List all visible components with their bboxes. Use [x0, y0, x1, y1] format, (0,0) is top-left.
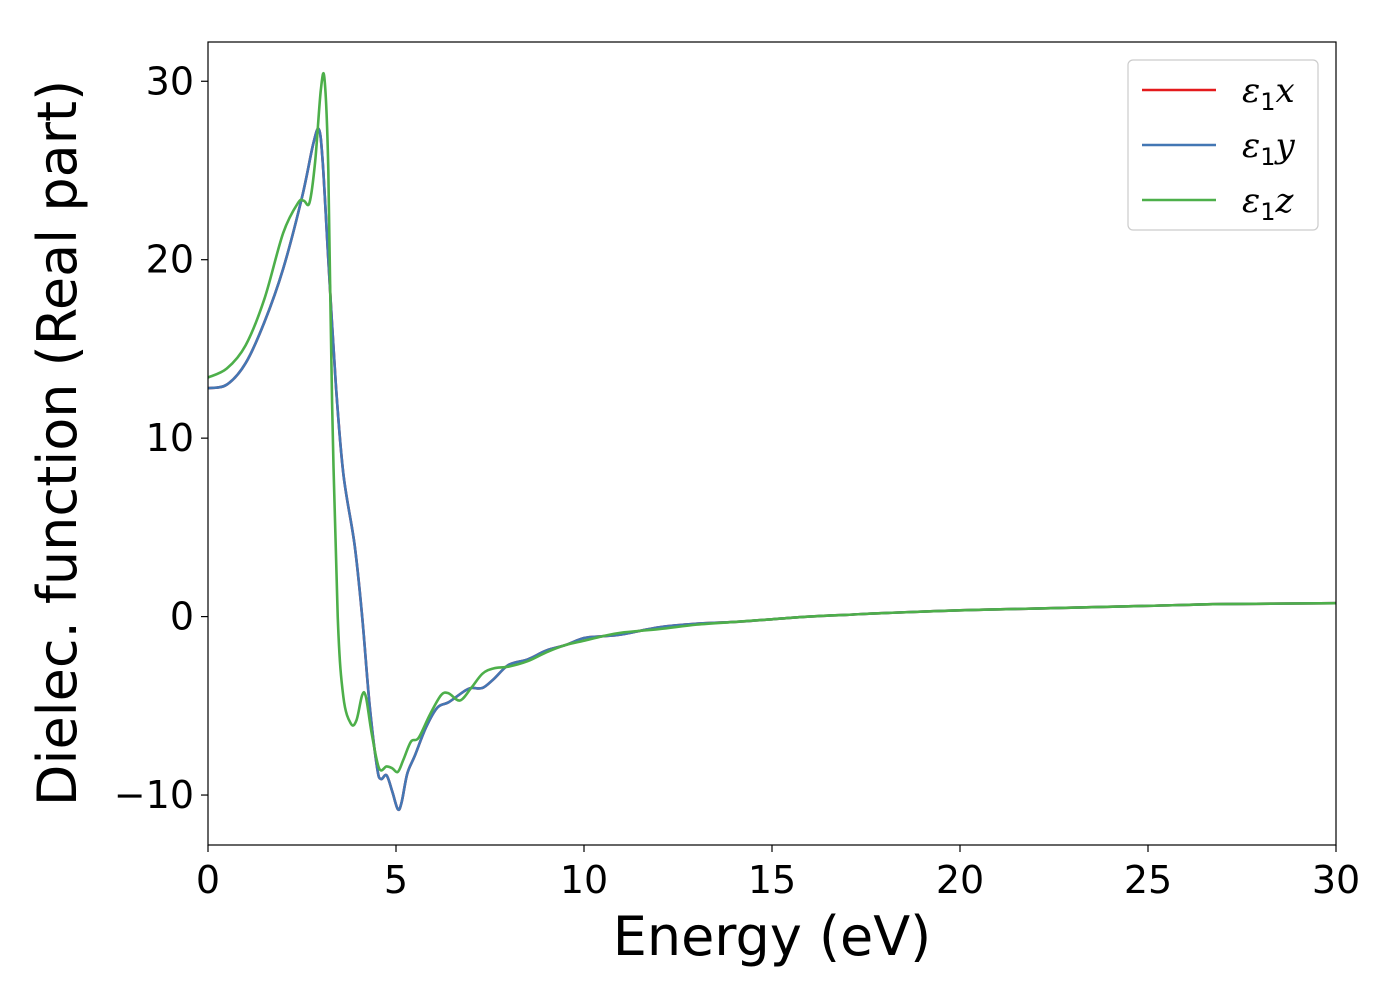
x-tick-label: 10 [560, 858, 608, 902]
y-tick-label: 10 [146, 416, 194, 460]
x-axis-title: Energy (eV) [613, 905, 932, 968]
y-axis: −10 0 10 20 30 [114, 59, 208, 817]
legend-label: ε1y [1242, 126, 1296, 171]
legend-subscript: 1 [1260, 143, 1275, 171]
legend-suffix: x [1276, 71, 1295, 111]
x-tick-label: 15 [748, 858, 796, 902]
x-tick-label: 0 [196, 858, 220, 902]
x-tick-label: 20 [936, 858, 984, 902]
legend-symbol: ε [1242, 71, 1260, 111]
legend-item-e1z: ε1z [1142, 181, 1295, 226]
x-tick-label: 25 [1124, 858, 1172, 902]
series-line-e1z [208, 72, 1336, 774]
y-tick-label: 20 [146, 238, 194, 282]
y-axis-title: Dielec. function (Real part) [26, 80, 89, 806]
y-tick-label: −10 [114, 773, 194, 817]
x-tick-label: 30 [1312, 858, 1360, 902]
legend-suffix: z [1275, 181, 1295, 221]
legend-item-e1x: ε1x [1142, 71, 1295, 116]
legend-label: ε1x [1242, 71, 1295, 116]
x-axis: 0 5 10 15 20 25 30 [196, 845, 1360, 902]
legend-subscript: 1 [1260, 88, 1275, 116]
y-tick-label: 30 [146, 59, 194, 103]
y-tick-label: 0 [170, 595, 194, 639]
legend-box [1127, 59, 1319, 231]
legend-subscript: 1 [1260, 198, 1275, 226]
series-layer [208, 72, 1336, 812]
x-tick-label: 5 [384, 858, 408, 902]
legend-symbol: ε [1242, 181, 1260, 221]
legend-symbol: ε [1242, 126, 1260, 166]
legend-item-e1y: ε1y [1142, 126, 1296, 171]
legend-suffix: y [1274, 126, 1296, 166]
legend-label: ε1z [1242, 181, 1295, 226]
